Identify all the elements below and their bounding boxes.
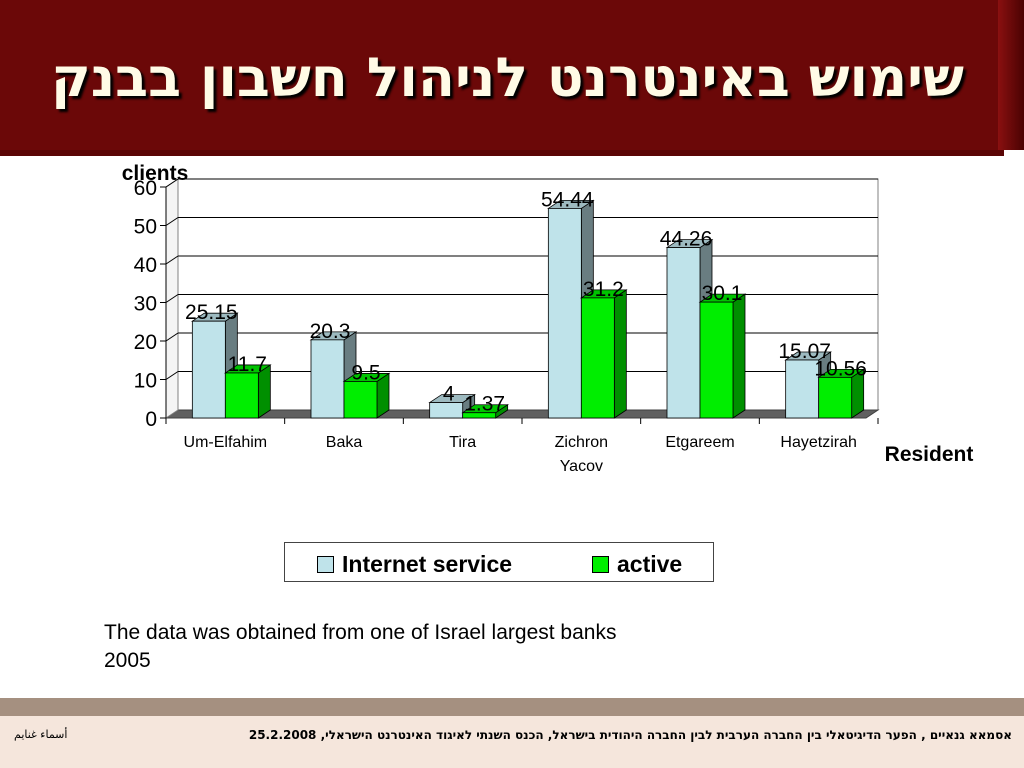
title-fold-decoration <box>998 0 1024 150</box>
x-tick-label-4: Etgareem <box>665 434 734 451</box>
data-label-0-0: 25.15 <box>185 301 238 324</box>
data-label-1-0: 11.7 <box>228 353 267 376</box>
y-tick-label-40: 40 <box>134 254 157 277</box>
data-label-0-1: 20.3 <box>310 320 351 343</box>
y-tick-label-30: 30 <box>134 293 157 316</box>
y-tick-label-60: 60 <box>134 177 157 200</box>
legend-label-internet-service: Internet service <box>342 551 513 577</box>
data-label-0-3: 54.44 <box>541 188 594 211</box>
y-tick-label-50: 50 <box>134 216 157 239</box>
gridline-diag-50 <box>165 217 179 226</box>
legend-item-internet-service: Internet service <box>317 551 512 578</box>
bar-1-5 <box>818 376 853 419</box>
legend-swatch-active <box>592 556 609 573</box>
footer-author-arabic: أسماء غنايم <box>14 728 68 741</box>
footer: אסמאא גנאיים , הפער הדיגיטאלי בין החברה … <box>0 716 1024 768</box>
data-label-0-2: 4 <box>443 383 455 406</box>
y-axis-title: clients <box>122 162 189 185</box>
source-note-line2: 2005 <box>104 649 151 672</box>
x-tick-label-2: Tira <box>449 434 476 451</box>
plot-floor <box>164 409 880 419</box>
gridline-diag-20 <box>165 332 179 342</box>
bar-chart: 0 10 20 30 40 50 60 25.15 20.3 4 54.44 44.26 15.07 11… <box>122 162 974 475</box>
bar-side-1-4 <box>732 293 746 419</box>
bar-1-3 <box>580 297 615 419</box>
y-tick-label-0: 0 <box>145 408 157 431</box>
x-axis-title: Resident <box>885 443 974 466</box>
gridline-diag-10 <box>165 371 179 380</box>
bar-0-4 <box>666 247 701 419</box>
x-tick-label-3-1: Yacov <box>560 458 603 475</box>
chart-legend: Internet service active <box>284 542 714 582</box>
bar-0-1 <box>310 339 345 419</box>
title-bar: שימוש באינטרנט לניהול חשבון בבנק <box>0 0 1004 150</box>
bar-0-0 <box>191 320 226 419</box>
footer-citation: אסמאא גנאיים , הפער הדיגיטאלי בין החברה … <box>248 728 1012 742</box>
bar-side-1-3 <box>613 289 627 419</box>
x-tick-label-1: Baka <box>326 434 363 451</box>
x-tick-label-3-0: Zichron <box>555 434 608 451</box>
legend-swatch-internet-service <box>317 556 334 573</box>
bar-1-4 <box>699 301 734 419</box>
bar-0-3 <box>547 208 582 419</box>
gridline-diag-30 <box>165 294 179 303</box>
gridline-diag-60 <box>165 178 179 188</box>
data-label-1-5: 10.56 <box>814 357 867 380</box>
page-title: שימוש באינטרנט לניהול חשבון בבנק <box>50 46 964 109</box>
bar-1-1 <box>343 381 378 419</box>
data-label-1-1: 9.5 <box>351 361 380 384</box>
bar-1-0 <box>224 372 259 419</box>
source-note-line1: The data was obtained from one of Israel… <box>104 621 617 644</box>
legend-item-active: active <box>592 551 682 578</box>
bar-0-5 <box>785 359 820 419</box>
source-note: The data was obtained from one of Israel… <box>104 619 764 675</box>
bar-0-2 <box>429 402 464 419</box>
data-label-0-4: 44.26 <box>660 228 713 251</box>
y-tick-label-20: 20 <box>134 331 157 354</box>
y-tick-label-10: 10 <box>134 370 157 393</box>
data-label-1-2: 1.37 <box>464 393 505 416</box>
x-tick-label-0: Um-Elfahim <box>184 434 268 451</box>
bar-1-2 <box>462 412 497 419</box>
gridline-diag-40 <box>165 255 179 265</box>
data-label-1-3: 31.2 <box>583 278 624 301</box>
data-label-1-4: 30.1 <box>702 282 743 305</box>
footer-strip <box>0 698 1024 716</box>
data-label-0-5: 15.07 <box>778 340 831 363</box>
legend-label-active: active <box>617 551 683 577</box>
x-tick-label-5: Hayetzirah <box>780 434 856 451</box>
